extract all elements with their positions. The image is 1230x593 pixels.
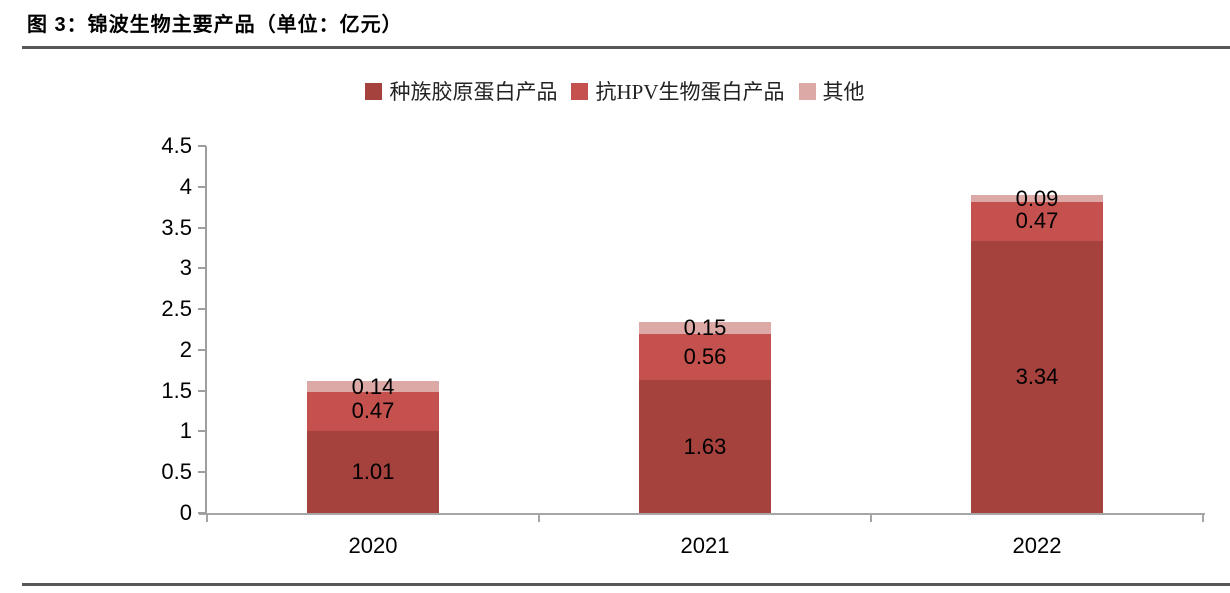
legend-item: 种族胶原蛋白产品 bbox=[365, 76, 557, 106]
bar-segment bbox=[307, 430, 439, 513]
bar-segment bbox=[971, 240, 1103, 513]
bar-value-label: 1.63 bbox=[683, 433, 727, 459]
y-axis-tick bbox=[198, 308, 206, 311]
x-axis-tick bbox=[206, 513, 208, 522]
x-axis-category-label: 2021 bbox=[680, 533, 730, 558]
bar-value-label: 0.47 bbox=[351, 398, 395, 424]
bar-value-label: 3.34 bbox=[1015, 363, 1059, 389]
x-axis-line bbox=[199, 513, 1205, 515]
legend-swatch-icon bbox=[571, 82, 589, 100]
y-axis-tick-label: 1.5 bbox=[161, 377, 192, 403]
figure-title: 图 3：锦波生物主要产品（单位：亿元） bbox=[27, 14, 403, 36]
bar-value-label: 0.14 bbox=[351, 373, 395, 399]
y-axis-tick bbox=[198, 267, 206, 270]
bar-segment bbox=[971, 194, 1103, 203]
y-axis-tick bbox=[198, 389, 206, 392]
y-axis-tick bbox=[198, 348, 206, 351]
y-axis-tick-label: 2 bbox=[179, 336, 192, 362]
bar-value-label: 0.56 bbox=[683, 344, 727, 370]
y-axis-tick-label: 4.5 bbox=[161, 133, 192, 158]
x-axis-category-label: 2022 bbox=[1012, 533, 1062, 558]
top-divider bbox=[22, 46, 1230, 49]
y-axis-tick bbox=[198, 512, 206, 514]
y-axis-tick-label: 3 bbox=[179, 255, 192, 281]
bar-segment bbox=[639, 380, 771, 513]
bar-value-label: 0.15 bbox=[683, 315, 727, 341]
y-axis-tick-label: 4 bbox=[179, 173, 192, 199]
y-axis-tick bbox=[198, 430, 206, 433]
x-axis-tick bbox=[870, 513, 872, 522]
y-axis-tick-label: 2.5 bbox=[161, 296, 192, 322]
legend-label: 种族胶原蛋白产品 bbox=[389, 80, 558, 104]
chart-legend: 种族胶原蛋白产品 抗HPV生物蛋白产品 其他 bbox=[0, 76, 1230, 106]
bar-segment bbox=[307, 380, 439, 393]
legend-label: 抗HPV生物蛋白产品 bbox=[595, 80, 785, 104]
legend-label: 其他 bbox=[822, 80, 865, 104]
bar-segment bbox=[639, 334, 771, 381]
legend-swatch-icon bbox=[365, 82, 383, 100]
y-axis-tick-label: 0 bbox=[179, 500, 192, 525]
y-axis-tick bbox=[198, 145, 206, 147]
y-axis-tick-label: 1 bbox=[179, 418, 192, 444]
bar-segment bbox=[307, 392, 439, 431]
bottom-divider bbox=[22, 583, 1230, 586]
y-axis-line bbox=[205, 146, 207, 515]
y-axis-tick bbox=[198, 471, 206, 474]
legend-swatch-icon bbox=[798, 82, 816, 100]
y-axis-tick bbox=[198, 226, 206, 229]
x-axis-category-label: 2020 bbox=[348, 533, 398, 558]
y-axis-tick-label: 3.5 bbox=[161, 214, 192, 240]
bar-segment bbox=[971, 202, 1103, 241]
x-axis-tick bbox=[1202, 513, 1204, 522]
y-axis-tick-label: 0.5 bbox=[161, 459, 192, 485]
y-axis-tick bbox=[198, 185, 206, 188]
bar-segment bbox=[639, 322, 771, 335]
x-axis-tick bbox=[538, 513, 540, 522]
legend-item: 其他 bbox=[798, 76, 865, 106]
legend-item: 抗HPV生物蛋白产品 bbox=[571, 76, 785, 106]
bar-value-label: 0.09 bbox=[1015, 185, 1059, 211]
bar-value-label: 0.47 bbox=[1015, 208, 1059, 234]
bar-value-label: 1.01 bbox=[351, 458, 395, 484]
